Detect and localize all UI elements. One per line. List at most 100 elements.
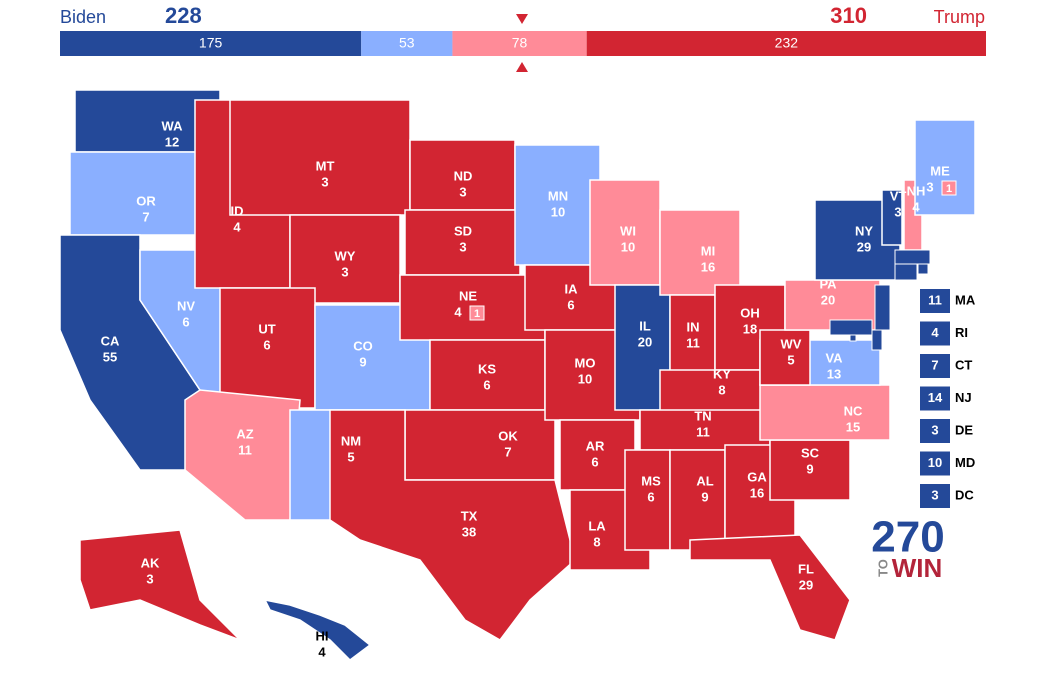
small-state-abbr: MD <box>955 455 975 470</box>
state-abbr: AR <box>586 438 605 453</box>
bar-segment-label: 53 <box>399 35 415 51</box>
state-abbr: IN <box>687 319 700 334</box>
state-ev: 3 <box>341 264 348 279</box>
state-abbr: UT <box>258 321 275 336</box>
state-abbr: SD <box>454 223 472 238</box>
state-abbr: OK <box>498 428 518 443</box>
state-abbr: TN <box>694 408 711 423</box>
bar-segment-label: 78 <box>512 35 528 51</box>
state-abbr: NE <box>459 288 477 303</box>
state-abbr: NH <box>907 183 926 198</box>
state-abbr: WY <box>335 248 356 263</box>
state-ev: 7 <box>504 444 511 459</box>
small-state-ev: 4 <box>931 325 939 340</box>
state-ev: 3 <box>459 239 466 254</box>
state-ev: 5 <box>347 449 354 464</box>
state-ev: 16 <box>701 259 715 274</box>
state-ev: 3 <box>894 204 901 219</box>
state-abbr: ID <box>231 203 244 218</box>
state-abbr: AL <box>696 473 713 488</box>
state-shape <box>914 119 976 216</box>
state-shape <box>404 409 556 481</box>
bar-segment-label: 175 <box>199 35 223 51</box>
state-abbr: AZ <box>236 426 253 441</box>
state-ev: 13 <box>827 366 841 381</box>
state-ev: 8 <box>593 534 600 549</box>
small-state-shape <box>874 284 891 331</box>
state-ev: 16 <box>750 485 764 500</box>
state-abbr: VA <box>825 350 843 365</box>
left-name: Biden <box>60 7 106 27</box>
district-ev: 1 <box>946 183 952 195</box>
state-ev: 4 <box>912 199 920 214</box>
center-arrow-top <box>516 14 528 24</box>
right-total: 310 <box>830 3 867 28</box>
state-ev: 10 <box>551 204 565 219</box>
state-ev: 9 <box>701 489 708 504</box>
state-ev: 20 <box>821 292 835 307</box>
logo-number: 270 <box>871 513 944 562</box>
state-ev: 20 <box>638 334 652 349</box>
state-shape <box>669 449 726 551</box>
bar-segment <box>452 31 587 56</box>
small-state-box <box>920 321 950 346</box>
state-shape <box>329 409 576 641</box>
state-ev: 38 <box>462 524 476 539</box>
small-state-shape <box>849 334 857 342</box>
state-ev: 5 <box>787 352 794 367</box>
small-state-abbr: DC <box>955 487 974 502</box>
state-abbr: HI <box>316 628 329 643</box>
state-abbr: WV <box>781 336 802 351</box>
state-abbr: PA <box>819 276 837 291</box>
district-box <box>469 305 485 321</box>
small-state-shape <box>871 329 883 351</box>
state-abbr: CO <box>353 338 373 353</box>
state-ev: 15 <box>846 419 860 434</box>
state-abbr: CA <box>101 333 120 348</box>
state-ev: 11 <box>686 335 700 350</box>
state-ev: 18 <box>743 321 757 336</box>
state-ev: 4 <box>454 304 462 319</box>
state-abbr: NM <box>341 433 361 448</box>
state-abbr: NY <box>855 223 873 238</box>
state-abbr: MS <box>641 473 661 488</box>
state-ev: 8 <box>718 382 725 397</box>
small-state-abbr: RI <box>955 325 968 340</box>
state-ev: 9 <box>359 354 366 369</box>
state-shape <box>263 598 372 661</box>
state-ev: 6 <box>263 337 270 352</box>
small-state-box <box>920 451 950 476</box>
state-ev: 6 <box>647 489 654 504</box>
state-abbr: KS <box>478 361 496 376</box>
state-ev: 9 <box>806 461 813 476</box>
small-state-shape <box>894 249 931 265</box>
state-ev: 6 <box>591 454 598 469</box>
small-state-boxes: 11 MA 4 RI 7 CT 14 NJ 3 DE 10 MD 3 DC <box>920 289 976 508</box>
district-ev: 1 <box>474 308 480 320</box>
small-state-ev: 11 <box>928 292 942 307</box>
small-state-shape <box>917 263 929 275</box>
state-abbr: MN <box>548 188 568 203</box>
state-ev: 6 <box>483 377 490 392</box>
state-ev: 3 <box>146 571 153 586</box>
small-state-ev: 10 <box>928 455 942 470</box>
state-ev: 6 <box>567 297 574 312</box>
state-abbr: GA <box>747 469 767 484</box>
right-name: Trump <box>934 7 985 27</box>
state-abbr: TX <box>461 508 478 523</box>
small-state-ev: 14 <box>928 390 943 405</box>
state-ev: 29 <box>857 239 871 254</box>
small-state-box <box>920 419 950 443</box>
center-arrow-bottom <box>516 62 528 72</box>
state-abbr: MT <box>316 158 335 173</box>
state-abbr: SC <box>801 445 820 460</box>
state-abbr: ME <box>930 163 950 178</box>
small-state-abbr: CT <box>955 357 972 372</box>
ev-bar: 175 53 78 232 <box>60 31 986 56</box>
bar-segment-label: 232 <box>775 35 799 51</box>
district-box <box>941 180 957 196</box>
state-ev: 3 <box>926 179 933 194</box>
logo-to: TO <box>875 559 890 577</box>
